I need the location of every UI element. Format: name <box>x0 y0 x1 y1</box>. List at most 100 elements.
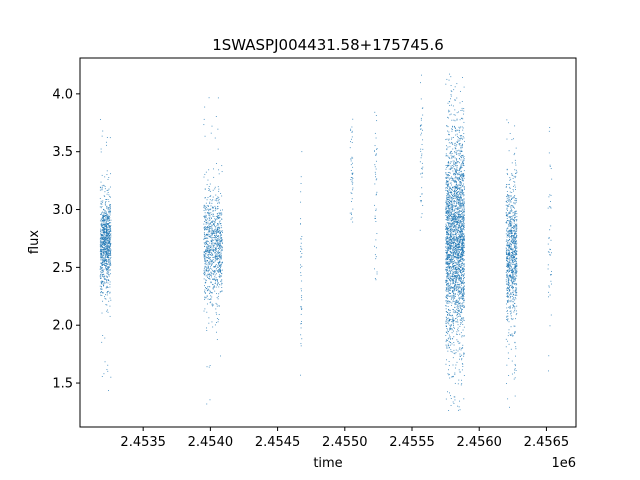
data-point <box>446 300 448 302</box>
data-point <box>462 180 464 182</box>
data-point <box>461 107 463 109</box>
data-point <box>205 222 207 224</box>
data-point <box>455 221 457 223</box>
data-point <box>461 174 463 176</box>
data-point <box>449 172 451 174</box>
data-point <box>102 231 104 233</box>
data-point <box>508 216 510 218</box>
data-point <box>446 269 448 271</box>
data-point <box>513 283 515 284</box>
data-point <box>453 352 455 354</box>
data-point <box>449 243 451 245</box>
data-point <box>206 233 207 235</box>
data-point <box>450 338 451 340</box>
data-point <box>420 128 422 130</box>
data-point <box>463 317 465 319</box>
data-point <box>463 180 464 182</box>
data-point <box>215 194 217 196</box>
data-point <box>101 376 103 377</box>
data-point <box>452 294 454 296</box>
data-point <box>215 241 217 243</box>
data-point <box>450 128 452 130</box>
data-point <box>452 126 453 128</box>
data-point <box>461 278 462 280</box>
data-point <box>447 165 449 167</box>
data-point <box>458 279 460 281</box>
data-point <box>300 247 302 249</box>
data-point <box>447 102 449 104</box>
data-point <box>203 205 205 207</box>
data-point <box>101 188 103 190</box>
data-point <box>455 245 456 247</box>
data-point <box>214 324 216 326</box>
data-point <box>375 258 377 260</box>
data-point <box>207 248 209 250</box>
data-point <box>446 236 448 238</box>
data-point <box>105 244 106 246</box>
data-point <box>108 225 110 227</box>
data-point <box>106 255 108 257</box>
data-point <box>456 238 458 240</box>
data-point <box>106 231 108 233</box>
data-point <box>447 246 448 248</box>
data-point <box>219 270 221 272</box>
data-point <box>213 286 215 288</box>
data-point <box>205 242 207 244</box>
data-point <box>454 185 456 187</box>
data-point <box>459 152 461 154</box>
data-point <box>452 216 454 218</box>
data-point <box>510 246 512 248</box>
data-point <box>456 334 458 335</box>
data-point <box>461 239 463 241</box>
data-point <box>447 130 449 132</box>
data-point <box>448 259 450 261</box>
data-point <box>102 241 104 243</box>
data-point <box>453 239 455 241</box>
data-point <box>458 244 460 246</box>
data-point <box>447 155 449 157</box>
data-point <box>452 287 454 289</box>
data-point <box>212 233 214 235</box>
data-point <box>100 233 102 235</box>
data-point <box>452 263 453 265</box>
data-point <box>206 366 208 368</box>
data-point <box>516 198 518 200</box>
data-point <box>101 251 103 253</box>
data-point <box>445 227 447 229</box>
data-point <box>447 236 449 238</box>
data-point <box>463 218 465 220</box>
data-point <box>463 299 465 301</box>
data-point <box>462 308 463 310</box>
data-point <box>208 322 210 324</box>
data-point <box>449 221 451 223</box>
data-point <box>512 215 514 217</box>
data-point <box>205 223 207 225</box>
data-point <box>102 246 104 248</box>
data-point <box>207 245 209 247</box>
data-point <box>457 209 459 211</box>
data-point <box>104 176 106 178</box>
data-point <box>452 156 454 158</box>
data-point <box>212 230 214 232</box>
data-point <box>101 244 103 246</box>
data-point <box>458 277 460 279</box>
data-point <box>108 201 110 203</box>
data-point <box>106 269 107 271</box>
data-point <box>460 292 461 294</box>
data-point <box>450 319 452 320</box>
data-point <box>461 163 463 165</box>
data-point <box>462 233 463 235</box>
data-point <box>448 264 450 266</box>
data-point <box>513 227 515 229</box>
data-point <box>511 334 513 336</box>
data-point <box>456 229 458 231</box>
data-point <box>101 224 103 226</box>
data-point <box>463 292 465 293</box>
data-point <box>451 236 452 238</box>
data-point <box>107 230 109 231</box>
data-point <box>447 201 449 203</box>
data-point <box>207 263 209 265</box>
data-point <box>463 293 465 295</box>
data-point <box>461 245 463 246</box>
data-point <box>109 205 111 207</box>
